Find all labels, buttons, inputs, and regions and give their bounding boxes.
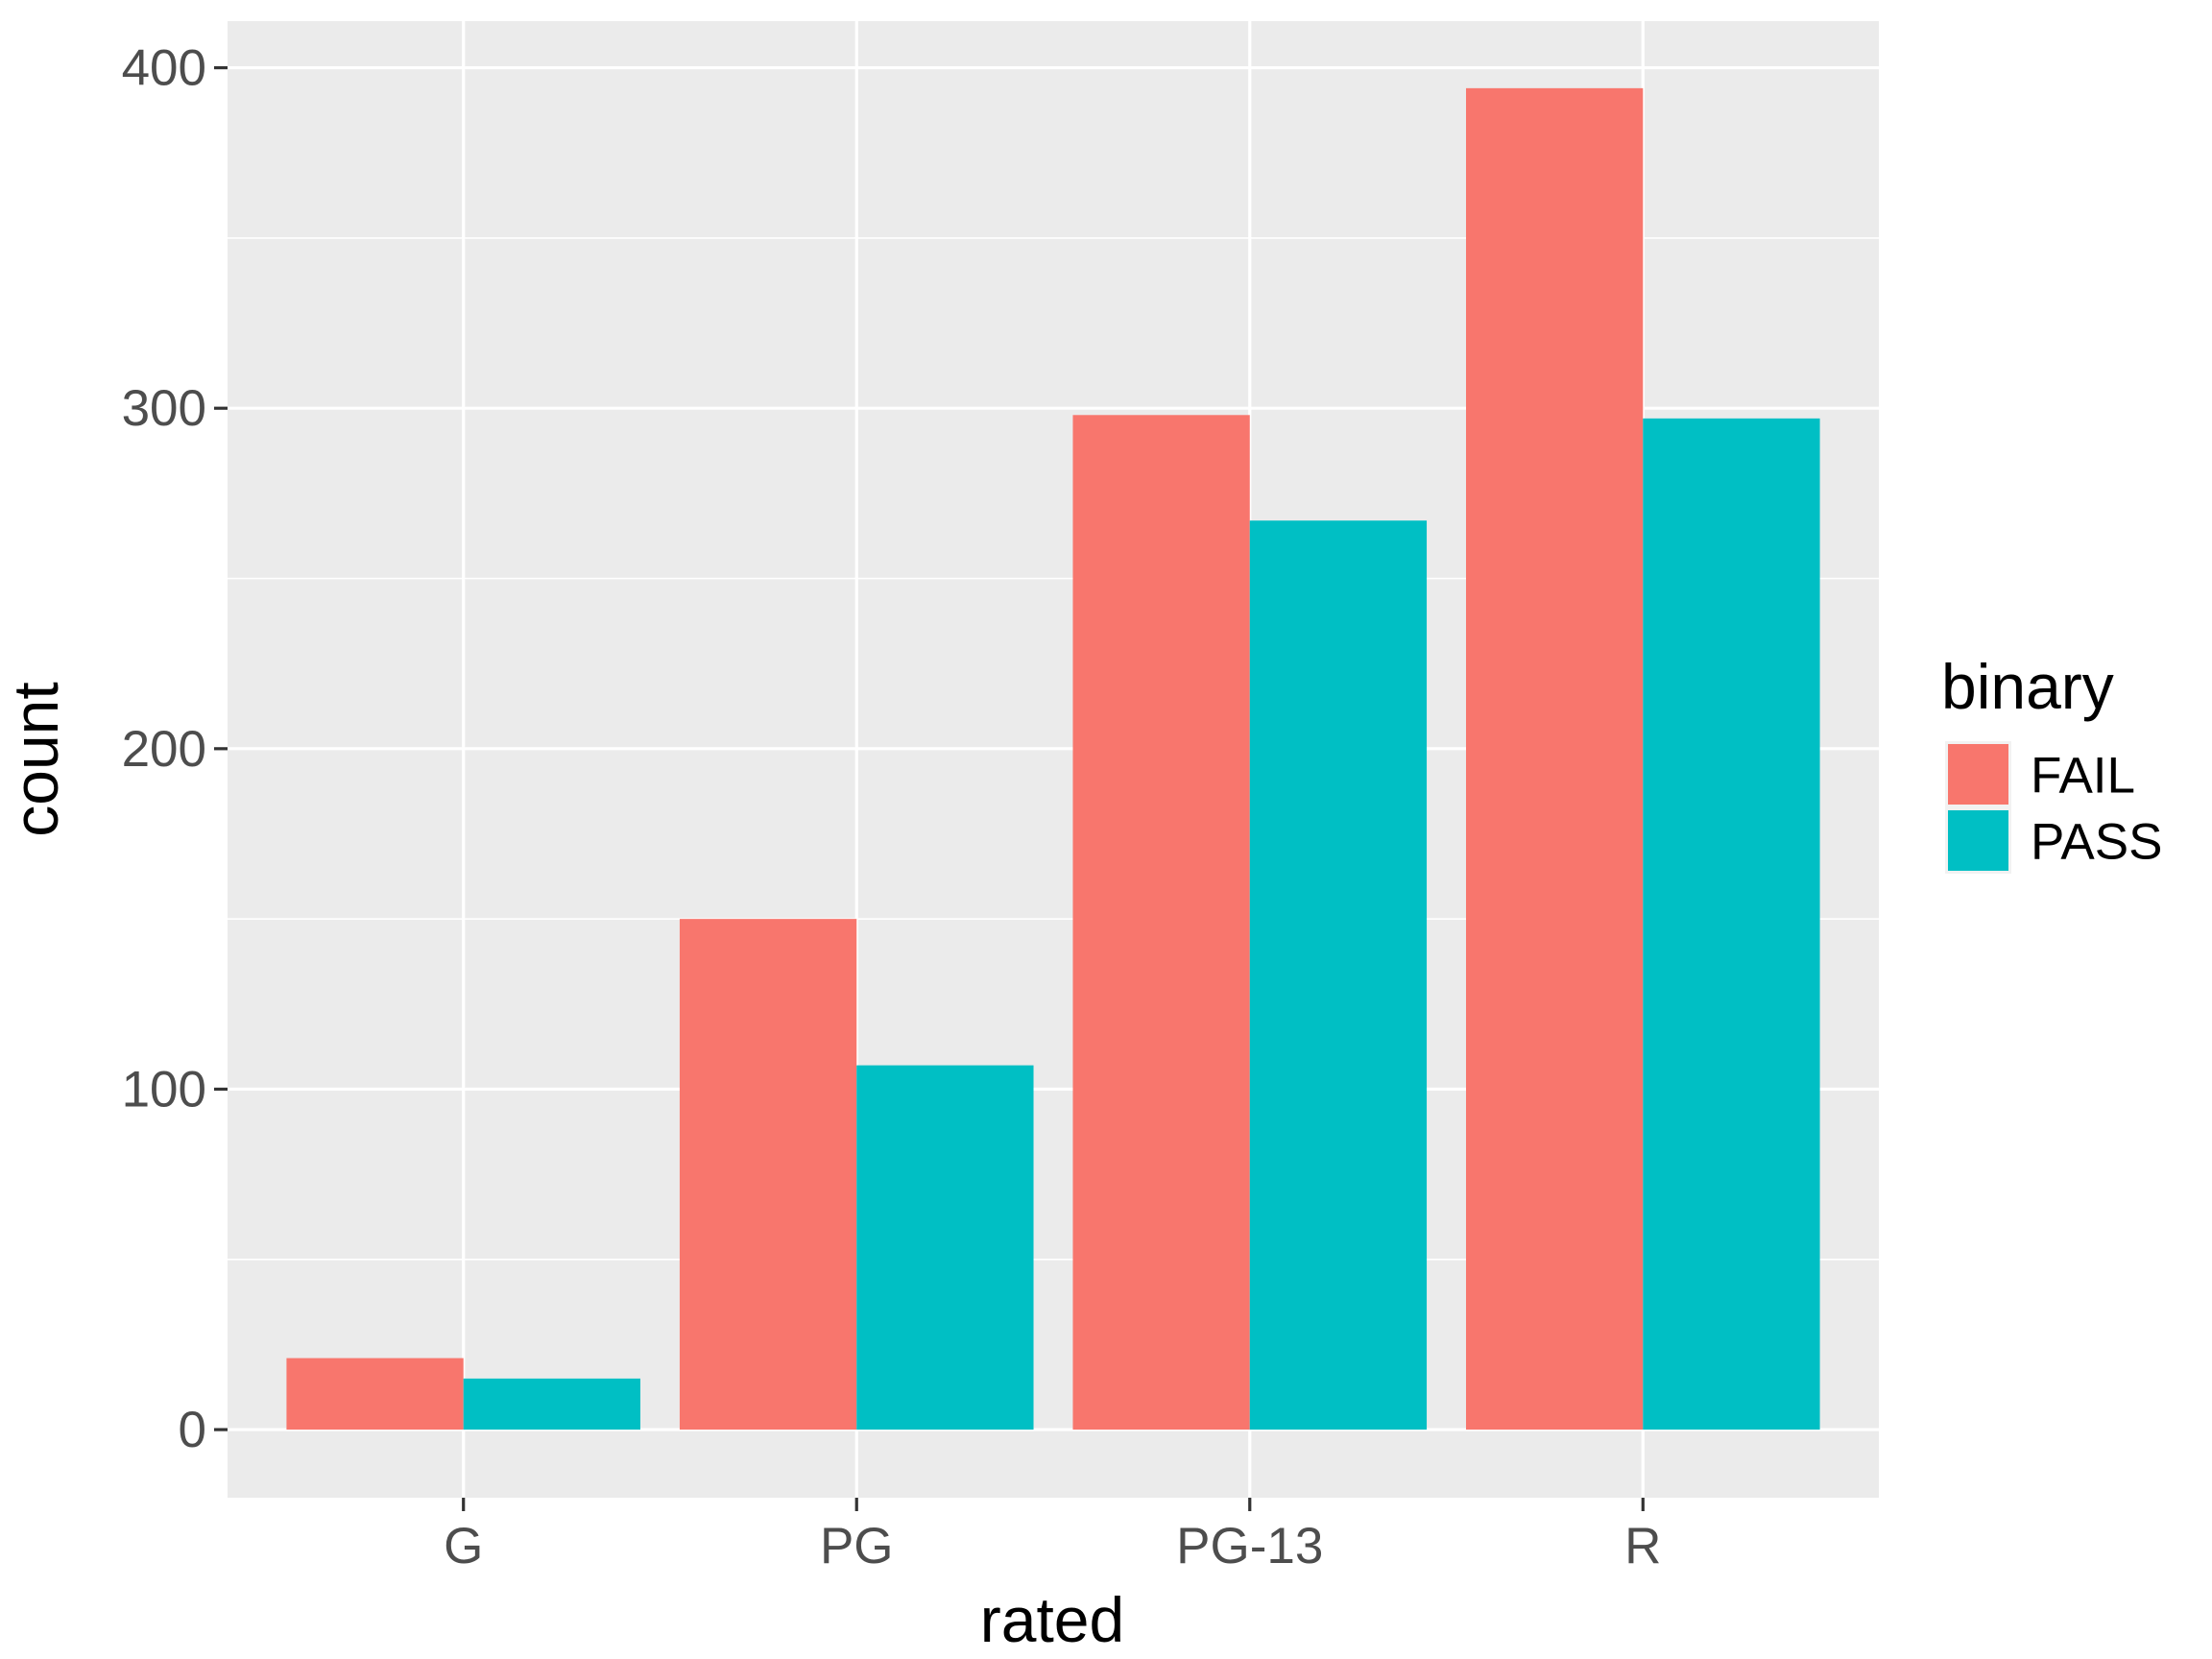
y-tick-label: 200: [122, 721, 206, 778]
legend-key-pass: [1948, 810, 2008, 871]
bar-pass-pg: [856, 1065, 1034, 1431]
legend-title: binary: [1941, 651, 2114, 722]
bar-fail-r: [1466, 87, 1644, 1431]
bar-fail-pg: [679, 919, 857, 1431]
y-tick-label: 0: [179, 1402, 206, 1458]
x-tick-label: PG: [820, 1518, 894, 1575]
bar-fail-g: [286, 1358, 464, 1431]
bars: [286, 87, 1820, 1431]
bar-pass-pg-13: [1249, 520, 1428, 1431]
x-axis: G PG PG-13 R: [444, 1498, 1661, 1575]
legend-key-fail: [1948, 744, 2008, 805]
y-tick-label: 300: [122, 380, 206, 437]
y-tick-label: 400: [122, 40, 206, 97]
x-tick-label: PG-13: [1176, 1518, 1323, 1575]
legend-label-pass: PASS: [2031, 814, 2162, 871]
legend-label-fail: FAIL: [2031, 748, 2135, 805]
x-axis-title: rated: [980, 1584, 1124, 1655]
legend: binary FAIL PASS: [1941, 651, 2162, 874]
y-axis-title: count: [0, 682, 71, 836]
y-axis: 0 100 200 300 400: [122, 40, 228, 1458]
bar-pass-r: [1643, 418, 1820, 1431]
bar-pass-g: [463, 1378, 640, 1431]
x-tick-label: R: [1624, 1518, 1661, 1575]
x-tick-label: G: [444, 1518, 483, 1575]
bar-fail-pg-13: [1072, 415, 1250, 1431]
y-tick-label: 100: [122, 1061, 206, 1118]
